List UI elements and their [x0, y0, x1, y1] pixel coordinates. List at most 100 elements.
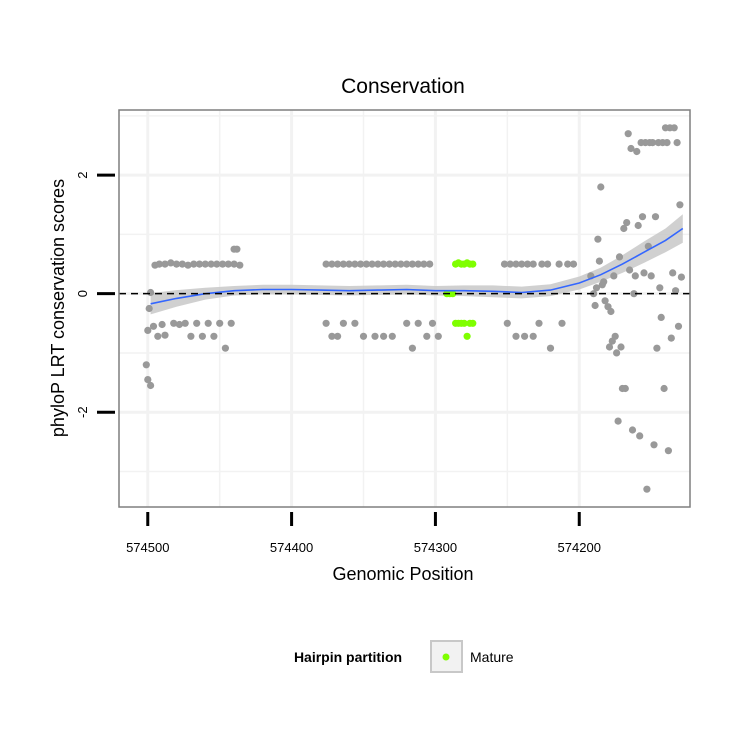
- point-other: [657, 313, 665, 321]
- point-other: [193, 319, 201, 327]
- point-other: [145, 304, 153, 313]
- point-other: [673, 139, 681, 147]
- point-other: [615, 253, 624, 261]
- point-other: [147, 288, 155, 297]
- point-other: [403, 319, 411, 327]
- x-axis: 574500 574400 574300 574200: [126, 512, 601, 555]
- point-other: [592, 284, 601, 292]
- point-other: [653, 344, 661, 352]
- point-other: [397, 260, 405, 268]
- point-other: [426, 260, 434, 268]
- point-other: [656, 284, 664, 292]
- point-other: [601, 297, 609, 305]
- point-other: [385, 260, 393, 268]
- point-other: [142, 361, 150, 369]
- point-other: [500, 260, 509, 268]
- point-mature: [460, 319, 468, 327]
- point-other: [414, 319, 422, 327]
- point-other: [374, 260, 382, 268]
- point-other: [322, 260, 330, 268]
- point-other: [512, 260, 520, 268]
- point-other: [558, 319, 566, 327]
- point-other: [210, 332, 218, 340]
- point-other: [184, 261, 192, 269]
- point-other: [434, 332, 442, 340]
- point-other: [597, 183, 605, 191]
- plot-panel-background: [119, 110, 690, 507]
- point-other: [503, 319, 511, 327]
- point-other: [149, 322, 158, 330]
- point-other: [650, 441, 658, 449]
- point-other: [613, 349, 621, 357]
- legend: Hairpin partition Mature: [294, 640, 514, 673]
- point-other: [420, 260, 428, 268]
- legend-key-mature-dot: [442, 653, 450, 661]
- point-other: [181, 319, 189, 327]
- plot-panel-border: [118, 109, 691, 508]
- point-other: [219, 260, 227, 268]
- point-other: [623, 219, 631, 227]
- point-other: [334, 260, 342, 268]
- point-other: [677, 273, 686, 281]
- point-other: [322, 319, 330, 327]
- point-other: [664, 447, 673, 455]
- point-other: [359, 332, 368, 340]
- point-other: [518, 260, 526, 268]
- y-tick-label: 2: [75, 172, 90, 179]
- point-other: [167, 259, 175, 267]
- point-other: [564, 260, 572, 268]
- point-other: [147, 381, 155, 390]
- point-other: [161, 260, 169, 268]
- point-other: [175, 320, 183, 329]
- point-other: [630, 290, 638, 298]
- point-other: [620, 224, 628, 233]
- point-other: [328, 260, 336, 268]
- y-tick-label: -2: [75, 406, 90, 418]
- legend-label-mature: Mature: [470, 649, 514, 665]
- point-other: [198, 332, 206, 340]
- point-other: [204, 319, 212, 327]
- x-tick-label: 574200: [558, 540, 601, 555]
- point-other: [594, 235, 602, 243]
- point-other: [672, 287, 680, 295]
- point-other: [626, 266, 634, 274]
- point-other: [351, 260, 359, 268]
- point-other: [221, 344, 229, 352]
- legend-key-box: [430, 640, 463, 673]
- x-tick-label: 574400: [270, 540, 313, 555]
- point-other: [216, 319, 224, 327]
- point-other: [643, 485, 651, 493]
- point-other: [187, 332, 195, 340]
- point-other: [155, 260, 163, 268]
- point-other: [605, 343, 614, 351]
- data-points: [142, 124, 686, 493]
- point-other: [529, 332, 537, 340]
- y-axis: -2 0 2: [75, 172, 115, 418]
- point-other: [362, 260, 370, 268]
- point-other: [676, 201, 684, 209]
- point-mature: [449, 290, 457, 298]
- point-other: [428, 319, 437, 327]
- point-other: [649, 139, 657, 147]
- point-other: [555, 260, 563, 268]
- point-other: [408, 260, 416, 268]
- point-other: [638, 213, 647, 221]
- point-other: [388, 332, 396, 340]
- point-other: [569, 260, 578, 268]
- point-other: [357, 260, 365, 268]
- point-other: [633, 147, 641, 156]
- point-other: [423, 332, 431, 340]
- point-other: [144, 376, 152, 384]
- point-other: [178, 260, 186, 268]
- point-mature: [463, 332, 471, 340]
- point-other: [190, 260, 198, 268]
- point-other: [610, 272, 618, 280]
- point-other: [345, 260, 353, 268]
- point-other: [368, 260, 376, 268]
- point-other: [667, 334, 675, 342]
- point-other: [663, 139, 671, 147]
- point-other: [230, 260, 238, 268]
- point-other: [351, 319, 359, 327]
- point-other: [647, 272, 655, 280]
